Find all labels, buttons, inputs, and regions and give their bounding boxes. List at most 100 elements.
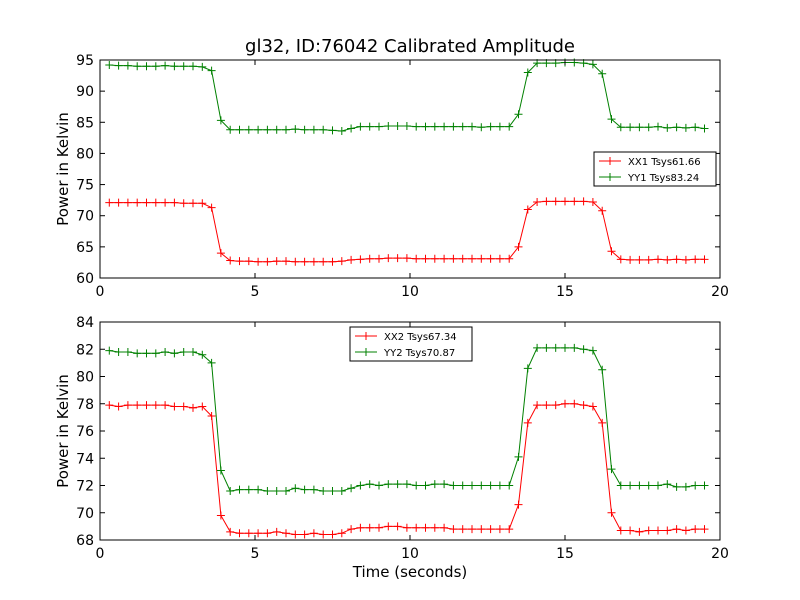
data-point-marker (151, 349, 160, 358)
data-point-marker (207, 66, 216, 75)
data-point-marker (207, 203, 216, 212)
data-point-marker (626, 123, 635, 132)
data-point-marker (356, 122, 365, 131)
data-point-marker (430, 254, 439, 263)
legend-label: YY2 Tsys70.87 (383, 348, 455, 359)
y-axis-label: Power in Kelvin (54, 112, 72, 226)
x-tick-label: 10 (401, 546, 419, 562)
data-point-marker (170, 349, 179, 358)
data-point-marker (663, 526, 672, 535)
data-point-marker (244, 529, 253, 538)
data-point-marker (226, 125, 235, 134)
data-point-marker (114, 61, 123, 70)
data-point-marker (244, 125, 253, 134)
data-point-marker (672, 482, 681, 491)
data-point-marker (226, 527, 235, 536)
data-point-marker (272, 257, 281, 266)
data-point-marker (384, 480, 393, 489)
data-point-marker (607, 465, 616, 474)
data-point-marker (402, 523, 411, 532)
data-point-marker (412, 481, 421, 490)
data-point-marker (700, 481, 709, 490)
data-point-marker (495, 481, 504, 490)
data-point-marker (654, 526, 662, 535)
data-point-marker (291, 257, 300, 266)
data-point-marker (207, 358, 216, 367)
data-point-marker (337, 486, 346, 495)
data-point-marker (142, 198, 151, 207)
series-1 (105, 197, 709, 266)
data-point-marker (495, 122, 504, 131)
data-point-marker (412, 523, 421, 532)
data-point-marker (440, 480, 449, 489)
data-point-marker (607, 115, 616, 124)
data-point-marker (291, 484, 300, 493)
data-point-marker (365, 122, 374, 131)
data-point-marker (588, 198, 597, 207)
data-point-marker (319, 486, 328, 495)
series-2 (105, 343, 709, 495)
y-tick-label: 78 (76, 397, 94, 413)
data-point-marker (514, 110, 523, 119)
x-tick-label: 0 (96, 546, 105, 562)
data-point-marker (672, 525, 681, 534)
data-point-marker (681, 123, 690, 132)
series-2 (105, 58, 709, 136)
data-point-marker (672, 255, 681, 264)
data-point-marker (105, 401, 114, 410)
data-point-marker (691, 255, 700, 264)
data-point-marker (244, 257, 253, 266)
data-point-marker (300, 257, 309, 266)
data-point-marker (644, 526, 653, 535)
data-point-marker (226, 256, 235, 265)
data-point-marker (328, 486, 337, 495)
data-point-marker (263, 125, 272, 134)
data-point-marker (384, 122, 393, 131)
y-tick-label: 76 (76, 424, 94, 440)
data-point-marker (393, 522, 402, 531)
data-point-marker (523, 68, 532, 77)
data-point-marker (375, 122, 383, 131)
data-point-marker (347, 255, 356, 264)
data-point-marker (663, 123, 672, 132)
data-point-marker (216, 249, 225, 258)
data-point-marker (551, 343, 560, 352)
data-point-marker (347, 484, 356, 493)
x-tick-label: 15 (556, 546, 574, 562)
legend-marker (606, 173, 614, 181)
data-point-marker (328, 126, 337, 135)
data-point-marker (291, 530, 300, 539)
data-point-marker (161, 347, 170, 356)
data-point-marker (282, 125, 290, 134)
data-point-marker (700, 525, 709, 534)
data-point-marker (533, 401, 542, 410)
data-point-marker (533, 198, 542, 207)
data-point-marker (198, 402, 207, 411)
data-point-marker (189, 347, 197, 356)
data-point-marker (402, 254, 411, 263)
x-tick-label: 20 (711, 284, 729, 300)
data-point-marker (505, 481, 514, 490)
data-point-marker (235, 529, 244, 538)
data-point-marker (402, 122, 411, 131)
data-point-marker (458, 254, 467, 263)
x-tick-label: 0 (96, 284, 105, 300)
data-point-marker (179, 62, 188, 71)
data-point-marker (142, 62, 151, 71)
data-point-marker (309, 125, 318, 134)
data-point-marker (570, 399, 579, 408)
data-point-marker (616, 481, 625, 490)
data-point-marker (579, 401, 588, 410)
data-point-marker (486, 122, 495, 131)
data-point-marker (254, 485, 263, 494)
legend-marker (362, 348, 370, 356)
data-point-marker (328, 257, 337, 266)
data-point-marker (198, 199, 207, 208)
data-point-marker (644, 255, 653, 264)
data-point-marker (635, 255, 644, 264)
data-point-marker (440, 254, 449, 263)
data-point-marker (421, 122, 430, 131)
legend-marker (606, 157, 614, 165)
data-point-marker (477, 481, 486, 490)
data-point-marker (654, 122, 662, 131)
